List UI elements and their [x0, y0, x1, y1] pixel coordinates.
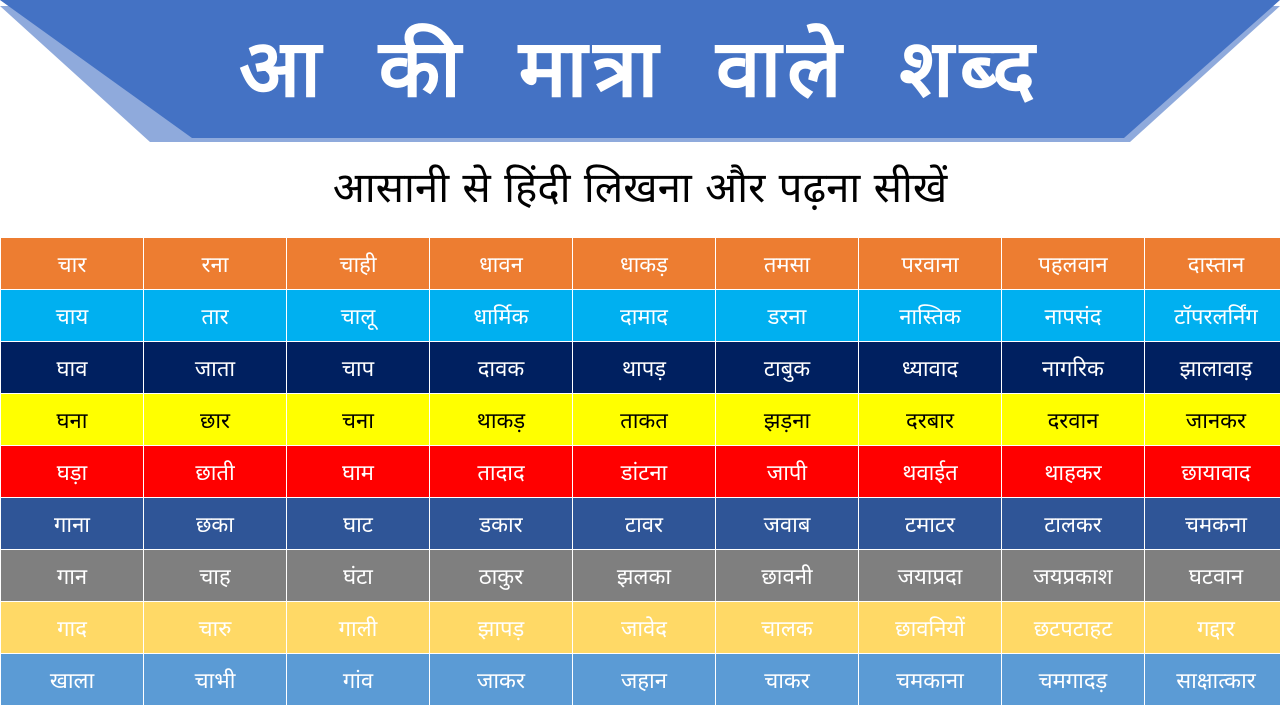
word-cell: तादाद: [429, 445, 573, 498]
table-row: घड़ा छाती घाम तादाद डांटना जापी थवाईत थाहकर छाया…: [0, 445, 1280, 498]
word-cell: टालकर: [1001, 497, 1145, 550]
word-cell: साक्षात्कार: [1144, 653, 1280, 706]
word-cell: गाद: [0, 601, 144, 654]
word-table-body: चार रना चाही धावन धाकड़ तमसा परवाना पहलवान दास्त…: [0, 237, 1280, 706]
word-cell: चाही: [286, 237, 430, 290]
word-cell: रना: [143, 237, 287, 290]
table-row: चाय तार चालू धार्मिक दामाद डरना नास्तिक नापसंद ट…: [0, 289, 1280, 342]
word-cell: जहान: [572, 653, 716, 706]
word-cell: चमगादड़: [1001, 653, 1145, 706]
word-cell: चाह: [143, 549, 287, 602]
word-cell: छटपटाहट: [1001, 601, 1145, 654]
word-cell: चालक: [715, 601, 859, 654]
word-cell: घना: [0, 393, 144, 446]
word-cell: डरना: [715, 289, 859, 342]
word-cell: जाता: [143, 341, 287, 394]
word-cell: झलका: [572, 549, 716, 602]
word-cell: घाव: [0, 341, 144, 394]
word-cell: छका: [143, 497, 287, 550]
word-cell: घड़ा: [0, 445, 144, 498]
word-cell: तार: [143, 289, 287, 342]
word-cell: दरवान: [1001, 393, 1145, 446]
word-cell: चार: [0, 237, 144, 290]
word-cell: परवाना: [858, 237, 1002, 290]
page-subtitle: आसानी से हिंदी लिखना और पढ़ना सीखें: [332, 163, 948, 212]
word-cell: गाना: [0, 497, 144, 550]
word-cell: चमकना: [1144, 497, 1280, 550]
word-cell: ठाकुर: [429, 549, 573, 602]
word-cell: टाबुक: [715, 341, 859, 394]
banner-shape: [0, 0, 1280, 142]
word-cell: छाती: [143, 445, 287, 498]
word-cell: खाला: [0, 653, 144, 706]
word-cell: नास्तिक: [858, 289, 1002, 342]
word-cell: दावक: [429, 341, 573, 394]
word-cell: झड़ना: [715, 393, 859, 446]
word-cell: धाकड़: [572, 237, 716, 290]
word-cell: चाकर: [715, 653, 859, 706]
word-cell: चाय: [0, 289, 144, 342]
table-row: घना छार चना थाकड़ ताकत झड़ना दरबार दरवान जानकर: [0, 393, 1280, 446]
table-row: गान चाह घंटा ठाकुर झलका छावनी जयाप्रदा जयप्रकाश…: [0, 549, 1280, 602]
word-cell: चाभी: [143, 653, 287, 706]
word-cell: झापड़: [429, 601, 573, 654]
word-cell: नापसंद: [1001, 289, 1145, 342]
word-cell: छावनियों: [858, 601, 1002, 654]
word-cell: तमसा: [715, 237, 859, 290]
word-cell: डांटना: [572, 445, 716, 498]
banner-fill: [0, 0, 1280, 138]
table-row: घाव जाता चाप दावक थापड़ टाबुक ध्यावाद नागरिक झाल…: [0, 341, 1280, 394]
word-cell: छावनी: [715, 549, 859, 602]
word-table: चार रना चाही धावन धाकड़ तमसा परवाना पहलवान दास्त…: [0, 237, 1280, 706]
table-row: चार रना चाही धावन धाकड़ तमसा परवाना पहलवान दास्त…: [0, 237, 1280, 290]
word-cell: धार्मिक: [429, 289, 573, 342]
word-cell: गांव: [286, 653, 430, 706]
word-cell: ध्यावाद: [858, 341, 1002, 394]
word-cell: चालू: [286, 289, 430, 342]
word-cell: गाली: [286, 601, 430, 654]
table-row: खाला चाभी गांव जाकर जहान चाकर चमकाना चमगादड़ साक…: [0, 653, 1280, 706]
word-cell: थवाईत: [858, 445, 1002, 498]
word-cell: गद्दार: [1144, 601, 1280, 654]
word-cell: डकार: [429, 497, 573, 550]
word-cell: चारु: [143, 601, 287, 654]
word-cell: टावर: [572, 497, 716, 550]
word-cell: जानकर: [1144, 393, 1280, 446]
word-cell: जापी: [715, 445, 859, 498]
word-cell: जवाब: [715, 497, 859, 550]
word-cell: घटवान: [1144, 549, 1280, 602]
word-cell: टॉपरलर्निंग: [1144, 289, 1280, 342]
word-cell: ताकत: [572, 393, 716, 446]
word-cell: दामाद: [572, 289, 716, 342]
word-cell: टमाटर: [858, 497, 1002, 550]
word-cell: झालावाड़: [1144, 341, 1280, 394]
word-cell: थाकड़: [429, 393, 573, 446]
word-cell: घाम: [286, 445, 430, 498]
page-title: आ की मात्रा वाले शब्द: [239, 22, 1041, 115]
word-cell: छायावाद: [1144, 445, 1280, 498]
table-row: गाना छका घाट डकार टावर जवाब टमाटर टालकर चमकना: [0, 497, 1280, 550]
word-cell: चना: [286, 393, 430, 446]
word-cell: थाहकर: [1001, 445, 1145, 498]
word-cell: पहलवान: [1001, 237, 1145, 290]
word-cell: जाकर: [429, 653, 573, 706]
word-cell: चमकाना: [858, 653, 1002, 706]
title-banner: आ की मात्रा वाले शब्द: [0, 0, 1280, 142]
word-cell: दरबार: [858, 393, 1002, 446]
word-cell: घाट: [286, 497, 430, 550]
word-cell: जयाप्रदा: [858, 549, 1002, 602]
word-cell: घंटा: [286, 549, 430, 602]
word-cell: जयप्रकाश: [1001, 549, 1145, 602]
word-cell: जावेद: [572, 601, 716, 654]
word-cell: दास्तान: [1144, 237, 1280, 290]
word-cell: छार: [143, 393, 287, 446]
word-cell: गान: [0, 549, 144, 602]
word-cell: धावन: [429, 237, 573, 290]
word-cell: थापड़: [572, 341, 716, 394]
word-cell: नागरिक: [1001, 341, 1145, 394]
table-row: गाद चारु गाली झापड़ जावेद चालक छावनियों छटपटाहट…: [0, 601, 1280, 654]
word-cell: चाप: [286, 341, 430, 394]
